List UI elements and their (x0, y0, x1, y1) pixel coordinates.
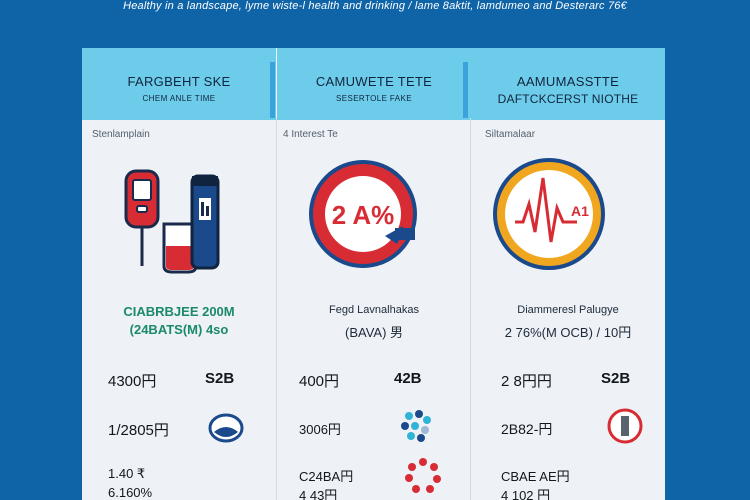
column-header: FARGBEHT SKE CHEM ANLE TIME (82, 48, 276, 120)
blood-test-tubes-icon (82, 158, 276, 278)
section-label: Stenlamplain (92, 129, 150, 140)
header-edge (463, 62, 468, 118)
comparison-panel: FARGBEHT SKE CHEM ANLE TIME Stenlamplain (82, 48, 665, 500)
section-label: 4 Interest Te (283, 129, 338, 140)
column-subtitle: SESERTOLE FAKE (335, 94, 412, 103)
stat-value: 4 43円 (299, 488, 338, 500)
lab-vial-icon (605, 406, 645, 446)
gauge-value: 2 A% (332, 200, 395, 230)
test-caption: Diammeresl Palugye (517, 304, 619, 316)
stat-value: 2B82-円 (501, 421, 553, 437)
test-caption: Fegd Lavnalhakas (329, 304, 419, 316)
percent-gauge-icon: 2 A% (277, 158, 471, 278)
stat-value: 6.160% (108, 485, 153, 500)
column-title: FARGBEHT SKE (127, 74, 231, 89)
stat-code: S2B (205, 370, 235, 387)
column-header: CAMUWETE TETE SESERTOLE FAKE (277, 48, 471, 120)
header-edge (270, 62, 275, 118)
column-title: AAMUMASSTTE (516, 74, 620, 89)
column-title: CAMUWETE TETE (315, 74, 433, 89)
stat-value: C24BA円 (299, 469, 354, 484)
column-header: AAMUMASSTTE DAFTCKCERST NIOTHE (471, 48, 665, 120)
kidney-icon (206, 408, 246, 448)
stat-value: CBAE AE円 (501, 469, 570, 484)
monitor-value: A1 (571, 203, 589, 219)
heart-monitor-icon: A1 (471, 158, 665, 278)
column-blood-test: FARGBEHT SKE CHEM ANLE TIME Stenlamplain (82, 48, 276, 500)
ring-dots-icon (403, 456, 443, 496)
column-subtitle: DAFTCKCERST NIOTHE (497, 92, 639, 106)
banner-caption: Healthy in a landscape, lyme wiste-l hea… (123, 0, 627, 12)
column-diagnostic: AAMUMASSTTE DAFTCKCERST NIOTHE Siltamala… (471, 48, 665, 500)
column-divider (470, 118, 471, 500)
stat-value: 400円 (299, 373, 340, 390)
molecule-icon (397, 406, 437, 446)
section-label: Siltamalaar (485, 129, 536, 140)
stat-value: 3006円 (299, 422, 341, 437)
column-subtitle: CHEM ANLE TIME (142, 94, 216, 103)
test-caption-detail: 2 76%(M OCB) / 10円 (504, 325, 632, 340)
test-caption: CIABRBJEE 200M (123, 304, 235, 319)
stat-value: 1/2805円 (108, 422, 169, 439)
stat-code: S2B (601, 370, 631, 387)
test-caption-detail: (24BATS(M) 4so (129, 322, 229, 337)
test-caption-detail: (BAVA) 男 (344, 325, 404, 340)
column-interest-test: CAMUWETE TETE SESERTOLE FAKE 4 Interest … (277, 48, 471, 500)
stat-code: 42B (394, 370, 422, 387)
stat-value: 4 102 円 (501, 488, 551, 500)
stat-value: 4300円 (108, 373, 157, 390)
column-divider (276, 118, 277, 500)
stat-value: 2 8円円 (501, 373, 552, 390)
stat-value: 1.40 ₹ (108, 466, 146, 481)
